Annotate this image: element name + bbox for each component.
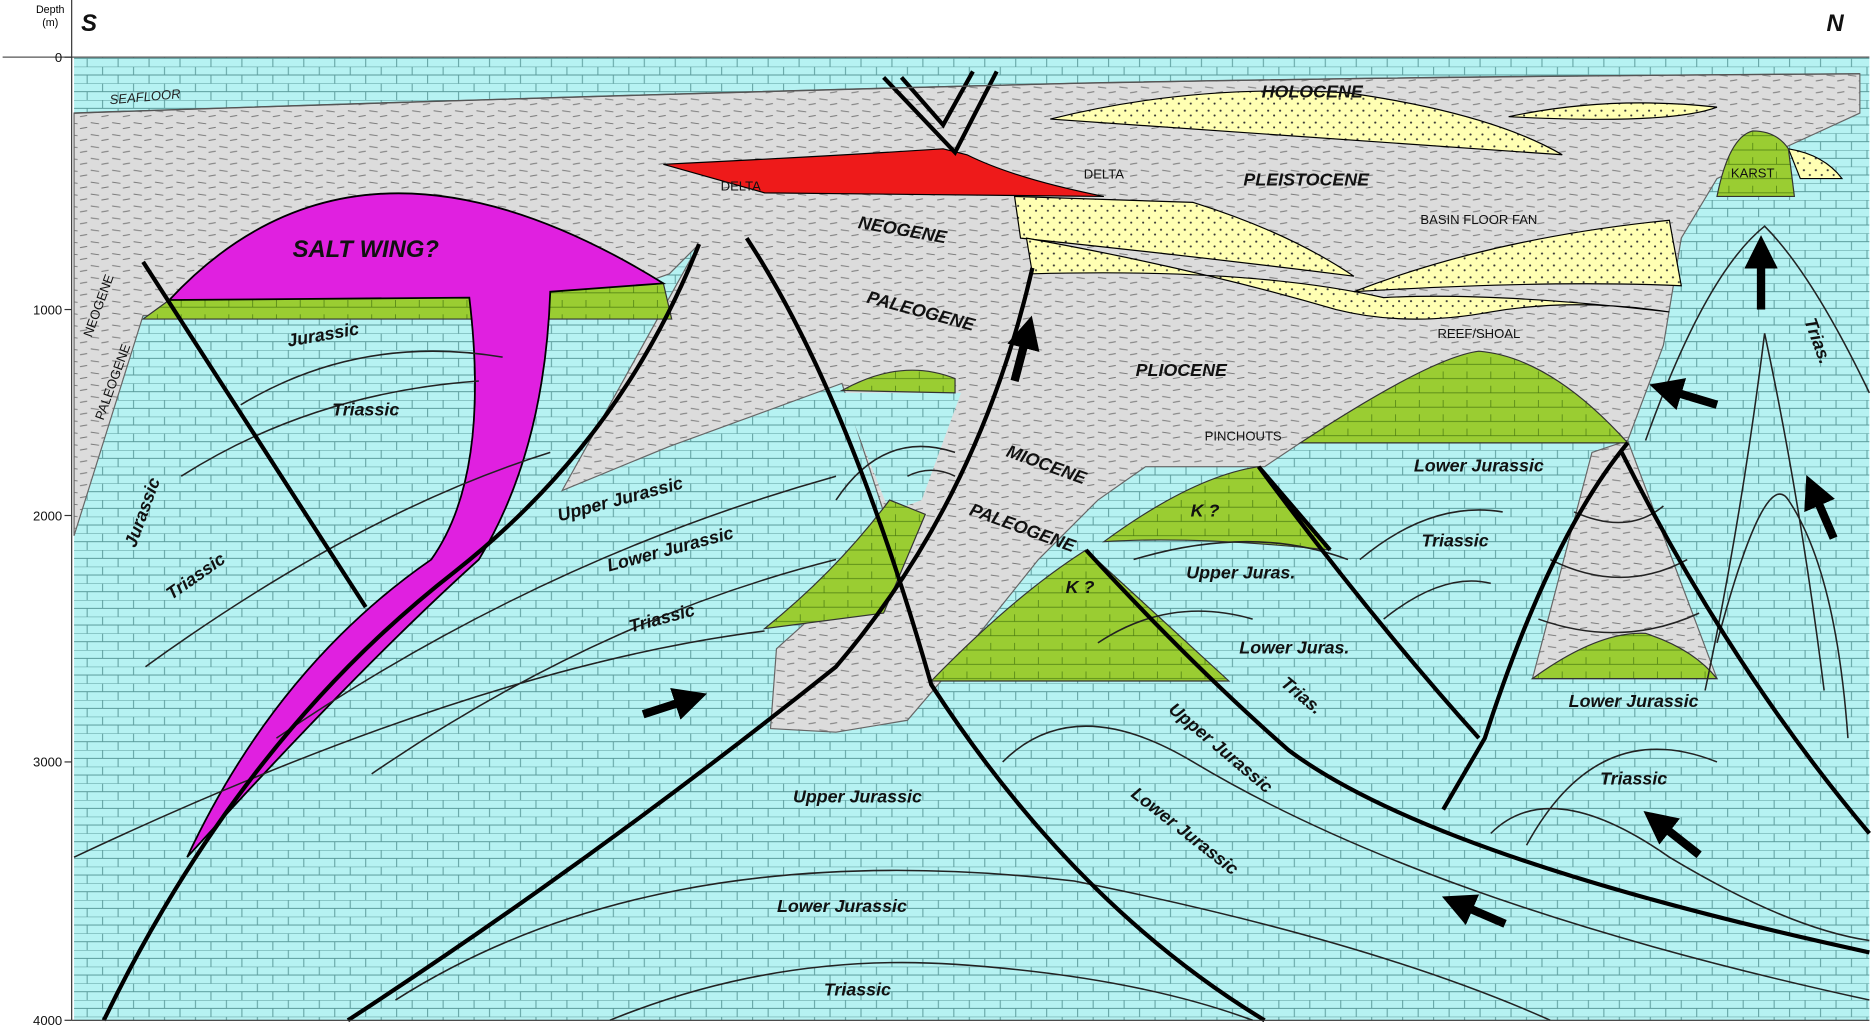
label: PLEISTOCENE bbox=[1243, 170, 1370, 190]
label: Lower Juras. bbox=[1239, 638, 1349, 658]
label: SALT WING? bbox=[293, 236, 440, 263]
label: Triassic bbox=[1422, 530, 1489, 550]
page: {"axis":{"title":"Depth","unit":"(m)","t… bbox=[0, 0, 1872, 1031]
label: Triassic bbox=[1600, 769, 1667, 789]
cross-section: 0 1000 2000 3000 4000 Depth (m) S N SEAF… bbox=[0, 0, 1872, 1031]
tick-label: 2000 bbox=[33, 508, 62, 523]
label: DELTA bbox=[1084, 167, 1124, 182]
label: Lower Jurassic bbox=[777, 896, 907, 916]
label: PINCHOUTS bbox=[1205, 428, 1282, 443]
tick-label: 3000 bbox=[33, 755, 62, 770]
label: Upper Juras. bbox=[1186, 563, 1295, 583]
label: Triassic bbox=[332, 399, 399, 419]
depth-ticks: 0 1000 2000 3000 4000 bbox=[33, 50, 72, 1028]
label: Lower Jurassic bbox=[1414, 455, 1544, 475]
label: Upper Jurassic bbox=[793, 786, 922, 806]
label: PLIOCENE bbox=[1136, 360, 1228, 380]
compass-n: N bbox=[1827, 10, 1845, 37]
tick-label: 0 bbox=[55, 50, 62, 65]
label: Triassic bbox=[824, 979, 891, 999]
label: REEF/SHOAL bbox=[1437, 326, 1520, 341]
axis-unit: (m) bbox=[42, 17, 58, 29]
label: BASIN FLOOR FAN bbox=[1420, 212, 1537, 227]
label: K ? bbox=[1066, 577, 1095, 597]
label: Lower Jurassic bbox=[1569, 691, 1699, 711]
label: KARST bbox=[1731, 165, 1775, 180]
compass-s: S bbox=[81, 10, 97, 37]
axis-title: Depth bbox=[36, 4, 65, 16]
tick-label: 1000 bbox=[33, 302, 62, 317]
label: DELTA bbox=[721, 178, 761, 193]
label: K ? bbox=[1191, 501, 1220, 521]
tick-label: 4000 bbox=[33, 1013, 62, 1028]
label: HOLOCENE bbox=[1262, 82, 1364, 102]
